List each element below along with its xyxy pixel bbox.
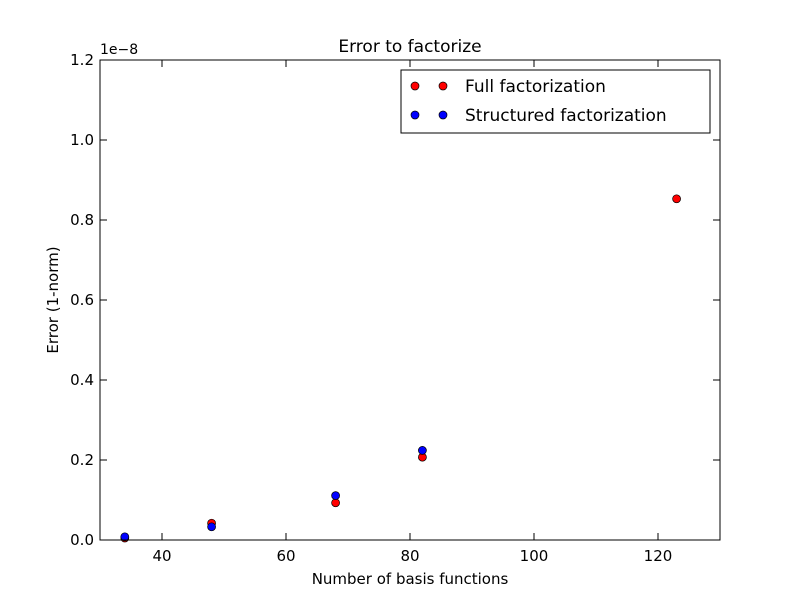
data-point-structured-factorization [120, 532, 130, 542]
legend-marker-full-factorization-left [410, 81, 420, 91]
data-point-full-factorization [672, 194, 681, 204]
legend-box [400, 69, 711, 134]
y-axis-label: Error (1-norm) [44, 246, 62, 353]
legend-label-structured-factorization: Structured factorization [465, 106, 667, 126]
y-tick-label: 0.6 [70, 291, 94, 309]
plot-area-frame [99, 59, 721, 541]
data-point-structured-factorization [331, 491, 340, 500]
x-tick-label: 40 [152, 547, 171, 565]
x-axis-label: Number of basis functions [312, 570, 509, 588]
y-tick-label: 1.0 [70, 131, 94, 149]
legend: Full factorization Structured factorizat… [400, 69, 711, 134]
y-tick-label: 0.4 [70, 371, 94, 389]
data-points [120, 194, 681, 543]
y-tick-label: 0.0 [70, 531, 94, 549]
data-point-structured-factorization [207, 522, 216, 532]
x-tick-label: 100 [520, 547, 549, 565]
chart-title: Error to factorize [338, 37, 481, 57]
x-tick-label: 60 [276, 547, 295, 565]
data-point-structured-factorization [418, 446, 427, 455]
legend-marker-structured-factorization-left [410, 110, 420, 120]
y-tick-label: 0.2 [70, 451, 94, 469]
data-point-full-factorization [331, 498, 340, 508]
y-tick-label: 1.2 [70, 51, 94, 69]
legend-label-full-factorization: Full factorization [465, 77, 606, 97]
y-tick-label: 0.8 [70, 211, 94, 229]
legend-marker-structured-factorization-right [438, 110, 448, 120]
y-axis-offset-label: 1e−8 [100, 42, 138, 58]
x-tick-label: 120 [644, 547, 673, 565]
legend-marker-full-factorization-right [438, 81, 448, 91]
x-tick-label: 80 [400, 547, 419, 565]
